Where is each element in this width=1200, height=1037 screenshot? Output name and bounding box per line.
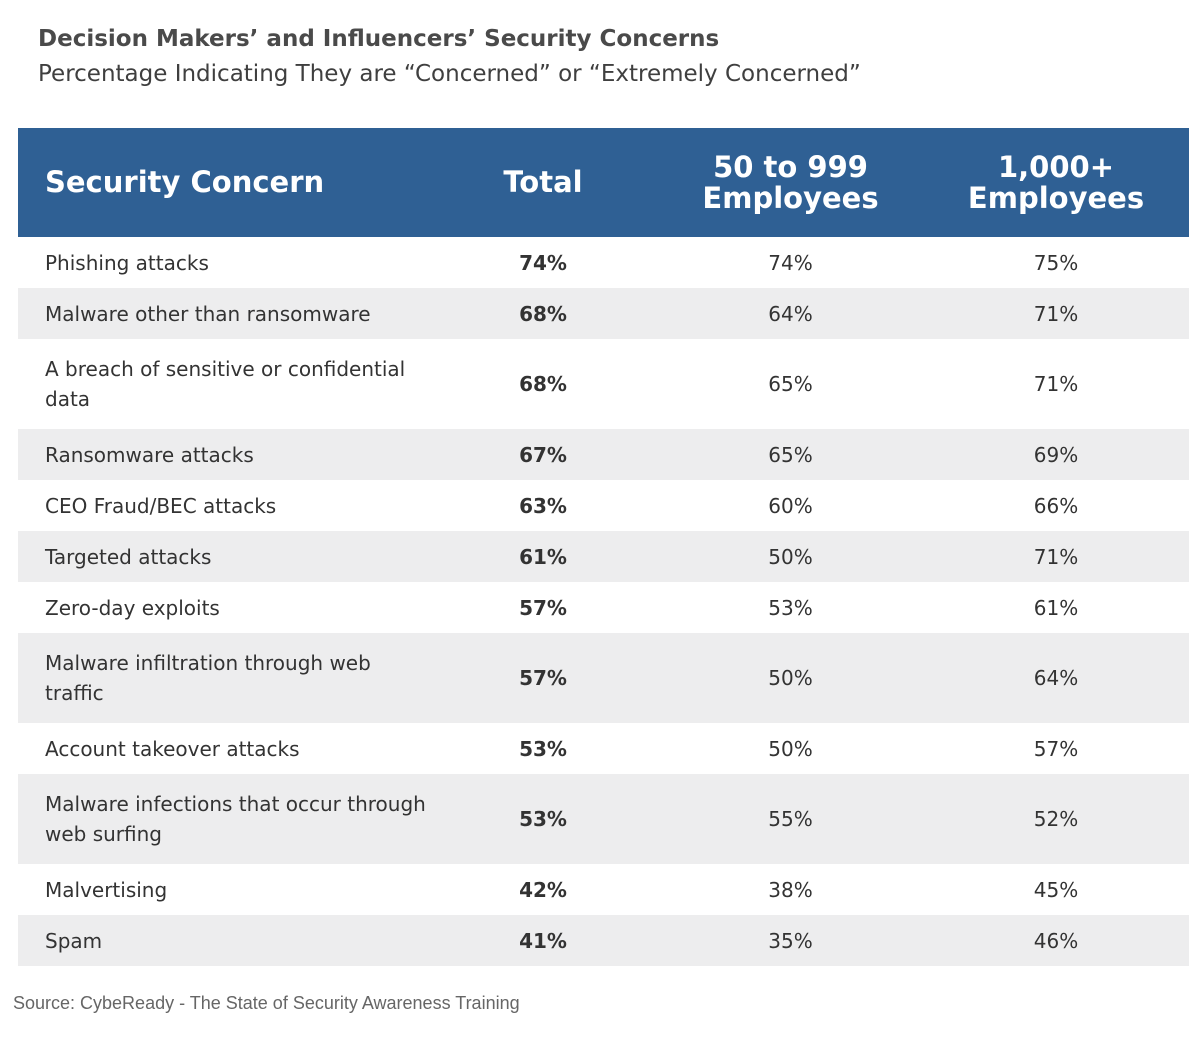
table-header: Security Concern Total 50 to 999 Employe…: [18, 128, 1189, 237]
cell-concern: Ransomware attacks: [45, 442, 254, 467]
cell-1000-plus: 64%: [1033, 666, 1079, 690]
cell-total: 41%: [519, 928, 567, 953]
cell-50-to-999: 53%: [768, 595, 813, 620]
cell-concern: Malvertising: [45, 877, 168, 902]
cell-total: 74%: [519, 250, 567, 275]
concerns-table-container: Security Concern Total 50 to 999 Employe…: [18, 128, 1189, 966]
cell-50-to-999: 55%: [768, 807, 813, 831]
cell-50-to-999: 64%: [768, 301, 813, 326]
cell-1000-plus: 61%: [1033, 595, 1079, 620]
table-row: Malware infections that occur through we…: [18, 774, 1189, 864]
cell-1000-plus: 45%: [1033, 877, 1079, 902]
cell-concern: Targeted attacks: [45, 544, 212, 569]
table-row: Phishing attacks 74% 74% 75%: [18, 237, 1189, 288]
concerns-table: Security Concern Total 50 to 999 Employe…: [18, 128, 1189, 966]
cell-50-to-999: 65%: [768, 442, 813, 467]
cell-total: 53%: [519, 736, 567, 761]
chart-title: Decision Makers’ and Influencers’ Securi…: [38, 26, 720, 52]
table-row: Ransomware attacks 67% 65% 69%: [18, 429, 1189, 480]
cell-1000-plus: 57%: [1033, 736, 1079, 761]
table-row: Targeted attacks 61% 50% 71%: [18, 531, 1189, 582]
cell-concern: Zero-day exploits: [45, 595, 220, 620]
table-body: Phishing attacks 74% 74% 75% Malware other t…: [18, 237, 1189, 966]
cell-1000-plus: 71%: [1033, 301, 1079, 326]
cell-total: 63%: [519, 493, 567, 518]
table-row: A breach of sensitive or confidential da…: [18, 339, 1189, 429]
table-row: Account takeover attacks 53% 50% 57%: [18, 723, 1189, 774]
cell-total: 53%: [519, 807, 567, 831]
table-row: Malvertising 42% 38% 45%: [18, 864, 1189, 915]
cell-50-to-999: 74%: [768, 250, 813, 275]
cell-total: 57%: [519, 666, 567, 690]
cell-1000-plus: 52%: [1033, 807, 1079, 831]
cell-concern: CEO Fraud/BEC attacks: [45, 493, 277, 518]
cell-1000-plus: 46%: [1033, 928, 1079, 953]
cell-1000-plus: 71%: [1033, 372, 1079, 396]
cell-50-to-999: 50%: [768, 544, 813, 569]
cell-concern: Malware infections that occur through we…: [45, 792, 426, 846]
cell-total: 57%: [519, 595, 567, 620]
cell-concern: Malware infiltration through web traffic: [45, 651, 371, 705]
chart-subtitle: Percentage Indicating They are “Concerne…: [38, 61, 861, 87]
table-row: Malware infiltration through web traffic…: [18, 633, 1189, 723]
cell-1000-plus: 66%: [1033, 493, 1079, 518]
cell-1000-plus: 75%: [1033, 250, 1079, 275]
cell-50-to-999: 60%: [768, 493, 813, 518]
cell-total: 67%: [519, 442, 567, 467]
cell-concern: Malware other than ransomware: [45, 301, 371, 326]
header-security-concern: Security Concern: [45, 165, 325, 199]
cell-50-to-999: 65%: [768, 372, 813, 396]
table-row: Zero-day exploits 57% 53% 61%: [18, 582, 1189, 633]
cell-total: 68%: [519, 301, 567, 326]
cell-total: 68%: [519, 372, 567, 396]
cell-concern: Account takeover attacks: [45, 736, 300, 761]
cell-1000-plus: 71%: [1033, 544, 1079, 569]
cell-total: 61%: [519, 544, 567, 569]
header-1000-plus: 1,000+ Employees: [967, 149, 1145, 215]
cell-50-to-999: 50%: [768, 736, 813, 761]
cell-1000-plus: 69%: [1033, 442, 1079, 467]
header-total: Total: [503, 165, 583, 199]
cell-concern: A breach of sensitive or confidential da…: [45, 357, 406, 411]
cell-concern: Phishing attacks: [45, 250, 209, 275]
table-row: Spam 41% 35% 46%: [18, 915, 1189, 966]
cell-total: 42%: [519, 877, 567, 902]
cell-50-to-999: 38%: [768, 877, 813, 902]
table-row: CEO Fraud/BEC attacks 63% 60% 66%: [18, 480, 1189, 531]
header-row: Security Concern Total 50 to 999 Employe…: [18, 128, 1189, 237]
cell-50-to-999: 50%: [768, 666, 813, 690]
cell-50-to-999: 35%: [768, 928, 813, 953]
table-row: Malware other than ransomware 68% 64% 71%: [18, 288, 1189, 339]
header-50-to-999: 50 to 999 Employees: [702, 149, 879, 215]
cell-concern: Spam: [45, 928, 103, 953]
source-note: Source: CybeReady - The State of Securit…: [13, 993, 520, 1013]
